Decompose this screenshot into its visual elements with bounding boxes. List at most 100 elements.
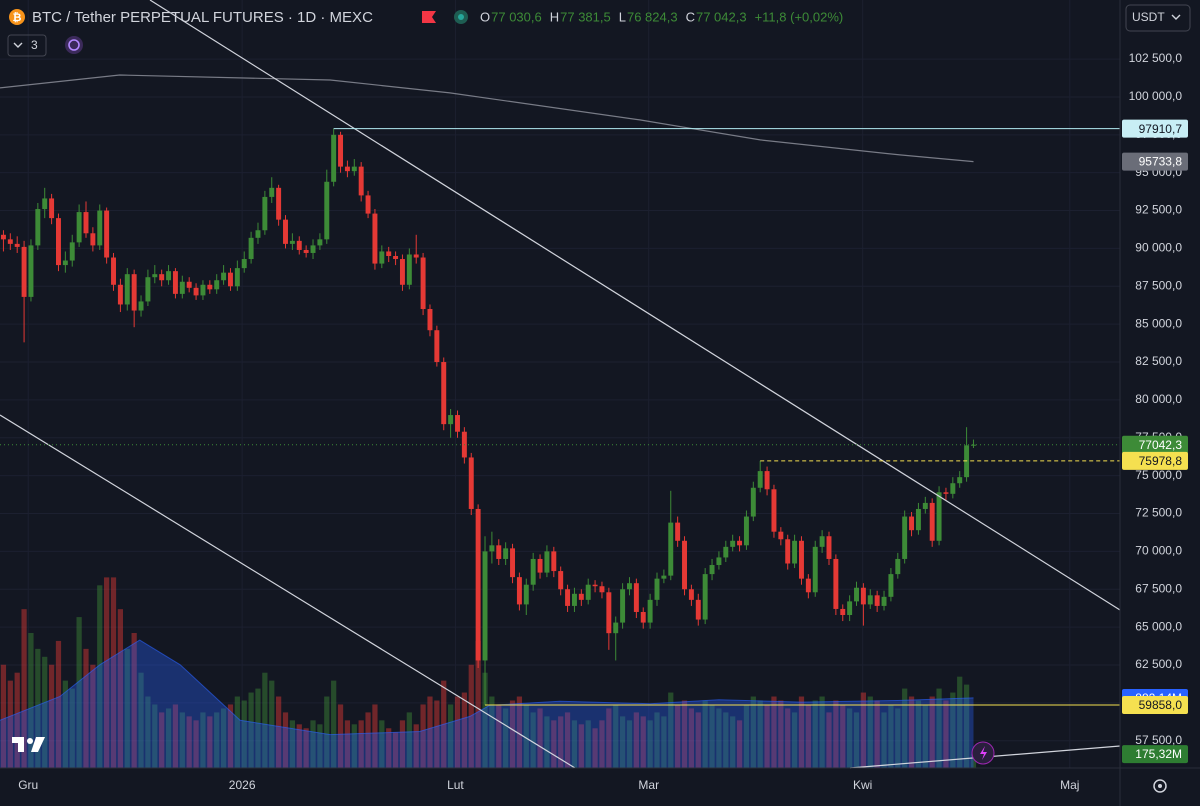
candle-body (833, 558, 839, 609)
candle-body (826, 536, 832, 559)
volume-bar (42, 656, 48, 768)
volume-bar (537, 708, 543, 768)
volume-bar (76, 617, 82, 768)
price-tag-label: 97910,7 (1139, 122, 1183, 136)
volume-bar (867, 696, 873, 768)
candle-body (49, 198, 55, 219)
x-tick-label: 2026 (229, 778, 256, 792)
volume-bar (399, 720, 406, 768)
indicators-toggle[interactable] (7, 34, 47, 57)
candle-body (248, 237, 254, 260)
trend-line[interactable] (0, 414, 576, 769)
candle-body (358, 166, 364, 196)
volume-bar (860, 692, 867, 768)
volume-bar (234, 696, 240, 768)
chevron-icon (1171, 14, 1181, 20)
volume-bar (812, 700, 818, 768)
ohlc-value: 77 030,6 (491, 9, 542, 24)
volume-bar (771, 696, 777, 768)
candle-body (544, 551, 550, 573)
volume-bar (943, 700, 949, 768)
candle-body (682, 540, 687, 590)
candle-body (338, 134, 344, 167)
volume-bar (296, 724, 302, 768)
candle-body (207, 284, 213, 290)
ohlc-value: 76 824,3 (627, 9, 678, 24)
y-tick-label: 82 500,0 (1135, 354, 1182, 368)
symbol-title[interactable]: BTC / Tether PERPETUAL FUTURES · 1D · ME… (32, 9, 373, 26)
volume-bar (613, 704, 619, 768)
volume-bar (922, 704, 928, 768)
currency-select[interactable] (1125, 4, 1191, 32)
ohlc-key: C (686, 9, 695, 24)
candle-body (771, 489, 777, 532)
candle-body (379, 251, 385, 264)
candle-body (688, 589, 694, 600)
volume-bar (688, 708, 695, 768)
candle-body (613, 622, 619, 634)
candle-body (668, 522, 674, 576)
candle-body (351, 166, 357, 172)
volume-bar (138, 672, 144, 768)
candle-body (441, 362, 447, 425)
volume-bar (929, 696, 935, 768)
candle-body (874, 595, 880, 606)
volume-bar (392, 732, 399, 768)
candle-body (743, 516, 749, 546)
candle-body (716, 557, 722, 566)
settings-button[interactable] (1153, 779, 1167, 793)
indicator-count: 3 (31, 38, 38, 52)
price-tag (1122, 152, 1188, 171)
volume-bar (509, 700, 516, 768)
sync-button[interactable] (65, 36, 83, 54)
candle-body (750, 487, 756, 517)
candle-body (455, 415, 460, 432)
price-tag-label: 59858,0 (1139, 698, 1183, 712)
chevron-icon (13, 42, 23, 48)
candle-body (90, 233, 96, 246)
volume-bar (819, 696, 825, 768)
candle-body (571, 593, 577, 606)
candle-body (138, 301, 144, 311)
candle-body (152, 274, 158, 278)
volume-bar (716, 708, 722, 768)
volume-bar (633, 712, 639, 768)
candle-body (661, 575, 667, 579)
candle-body (117, 284, 123, 305)
candle-body (654, 578, 660, 600)
volume-bar (413, 724, 419, 768)
volume-bar (448, 704, 454, 768)
volume-bar (544, 716, 550, 768)
volume-bar (482, 672, 488, 768)
volume-bar (255, 688, 261, 768)
flag-icon[interactable] (422, 11, 436, 23)
volume-bar (695, 712, 701, 768)
grid (0, 0, 1120, 768)
x-tick-label: Kwi (853, 778, 872, 792)
trend-line[interactable] (149, 0, 1121, 611)
candle-body (592, 584, 598, 587)
volume-bar (344, 720, 351, 768)
candle-body (943, 492, 949, 494)
candle-body (283, 219, 288, 244)
volume-bar (104, 577, 110, 768)
volume-ma-area (0, 640, 974, 768)
candle-body (482, 551, 488, 661)
candle-body (792, 540, 798, 564)
logo[interactable] (12, 737, 45, 752)
candle-body (83, 212, 89, 234)
y-tick-label: 100 000,0 (1129, 89, 1183, 103)
volume-bar (750, 696, 756, 768)
volume-bar (337, 704, 344, 768)
candle-body (186, 281, 192, 288)
candle-body (324, 181, 330, 240)
volume-bar (48, 664, 55, 768)
candle-body (331, 134, 337, 182)
ohlc-value: 77 042,3 (696, 9, 747, 24)
candle-body (296, 240, 302, 250)
candle-body (510, 548, 516, 578)
candle-body (895, 558, 901, 575)
volume-bar (654, 712, 660, 768)
volume-bar (764, 704, 770, 768)
